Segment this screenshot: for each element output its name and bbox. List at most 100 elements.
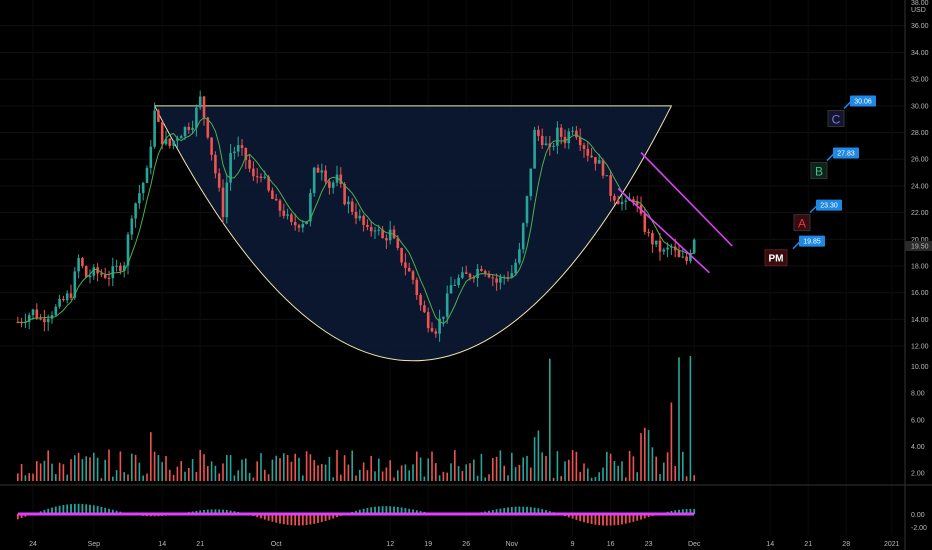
oscillator-bar bbox=[54, 506, 57, 514]
oscillator-bar bbox=[203, 509, 205, 514]
candle-body bbox=[616, 200, 620, 205]
candle-body bbox=[369, 227, 373, 232]
oscillator-bar bbox=[51, 507, 53, 514]
candle-body bbox=[122, 265, 126, 272]
volume-bar bbox=[214, 465, 217, 481]
candle-body bbox=[88, 275, 92, 278]
candle-body bbox=[157, 110, 160, 122]
candle-body bbox=[153, 110, 156, 147]
y-tick-label: 24.00 bbox=[911, 183, 929, 190]
candle-body bbox=[377, 229, 381, 231]
candle-body bbox=[654, 240, 658, 245]
target-tag bbox=[799, 235, 825, 247]
volume-bar bbox=[62, 464, 65, 481]
last-price-box bbox=[905, 241, 932, 251]
volume-bar bbox=[309, 454, 312, 481]
volume-bar bbox=[374, 471, 376, 481]
volume-bar bbox=[594, 476, 597, 481]
candle-body bbox=[529, 168, 533, 197]
candle-body bbox=[248, 159, 251, 169]
candle-body bbox=[510, 273, 514, 278]
candle-body bbox=[666, 247, 669, 250]
volume-bar bbox=[454, 450, 456, 481]
oscillator-bar bbox=[621, 514, 623, 525]
volume-bar bbox=[514, 467, 517, 481]
volume-bar bbox=[104, 459, 106, 481]
candle-body bbox=[65, 293, 69, 301]
oscillator-bar bbox=[298, 514, 300, 526]
oscillator-bar bbox=[355, 510, 357, 514]
oscillator-bar bbox=[89, 504, 91, 514]
volume-bar bbox=[275, 455, 277, 481]
oscillator-bar bbox=[290, 514, 293, 526]
candle-body bbox=[620, 201, 624, 205]
candle-body bbox=[107, 277, 111, 279]
x-tick-label: Nov bbox=[506, 541, 519, 548]
oscillator-bar bbox=[499, 508, 502, 514]
volume-bar bbox=[613, 460, 616, 481]
volume-bar bbox=[89, 457, 91, 481]
candle-body bbox=[316, 167, 320, 173]
candle-body bbox=[373, 230, 377, 232]
candle-body bbox=[681, 256, 685, 258]
oscillator-tick-label: -2.00 bbox=[911, 525, 927, 532]
target-connector bbox=[843, 100, 852, 110]
moving-average-line bbox=[17, 117, 695, 325]
volume-bar bbox=[127, 474, 129, 481]
volume-bar bbox=[100, 478, 103, 481]
oscillator-bar bbox=[522, 506, 525, 514]
volume-bar bbox=[123, 472, 125, 481]
oscillator-bar bbox=[206, 509, 209, 514]
candle-body bbox=[362, 215, 365, 225]
volume-bar bbox=[184, 471, 186, 481]
volume-bar bbox=[43, 460, 46, 481]
volume-bar bbox=[199, 449, 201, 481]
x-tick-label: 19 bbox=[424, 541, 432, 548]
wave-label: B bbox=[815, 165, 823, 179]
candle-body bbox=[464, 272, 468, 274]
volume-bar bbox=[233, 475, 236, 481]
oscillator-bar bbox=[96, 506, 99, 514]
volume-bar bbox=[347, 464, 350, 481]
oscillator-bar bbox=[58, 505, 61, 514]
candle-body bbox=[449, 285, 453, 294]
oscillator-bar bbox=[320, 514, 323, 523]
oscillator-bar bbox=[225, 510, 228, 514]
candle-body bbox=[293, 222, 297, 226]
candle-body bbox=[586, 148, 590, 156]
candle-body bbox=[58, 298, 61, 307]
x-tick-label: Sep bbox=[88, 541, 101, 548]
target-value: 27.83 bbox=[837, 151, 855, 158]
volume-bar bbox=[20, 464, 23, 481]
volume-bar bbox=[446, 472, 448, 481]
volume-bar bbox=[461, 471, 464, 481]
volume-bar bbox=[112, 476, 114, 481]
candle-body bbox=[301, 223, 305, 228]
oscillator-bar bbox=[77, 503, 80, 514]
x-tick-label: 28 bbox=[842, 541, 850, 548]
target-tag bbox=[816, 199, 842, 211]
volume-bar bbox=[488, 474, 490, 481]
candle-body bbox=[138, 193, 141, 204]
candle-body bbox=[400, 248, 403, 263]
oscillator-bar bbox=[301, 514, 304, 526]
candle-body bbox=[229, 153, 232, 183]
candle-body bbox=[43, 318, 46, 323]
volume-bar bbox=[359, 469, 361, 481]
oscillator-bar bbox=[415, 510, 418, 514]
volume-bar bbox=[366, 470, 369, 481]
volume-bar bbox=[621, 461, 623, 481]
candle-body bbox=[590, 155, 593, 158]
volume-bar bbox=[560, 476, 562, 481]
candle-body bbox=[525, 196, 529, 224]
candle-body bbox=[563, 136, 567, 144]
candle-body bbox=[263, 176, 267, 178]
target-value: 30.06 bbox=[854, 98, 872, 105]
candle-body bbox=[210, 137, 213, 155]
volume-bar bbox=[169, 469, 171, 481]
oscillator-bar bbox=[271, 514, 274, 522]
candle-body bbox=[468, 273, 472, 278]
candle-body bbox=[73, 271, 77, 298]
